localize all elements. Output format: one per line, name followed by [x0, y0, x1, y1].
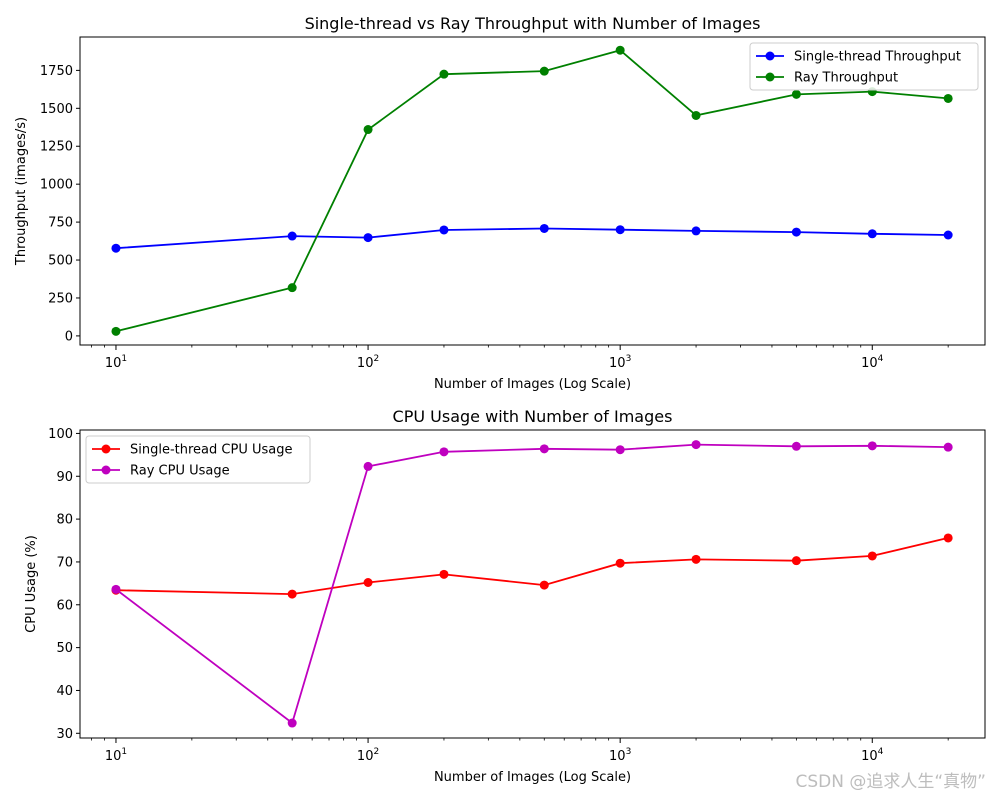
y-tick-label: 100 — [48, 427, 73, 442]
x-axis-label: Number of Images (Log Scale) — [434, 770, 631, 785]
data-point — [439, 447, 449, 457]
x-tick-label: 104 — [861, 354, 884, 371]
legend-box — [85, 435, 311, 484]
watermark: CSDN @追求人生“真物” — [795, 772, 987, 792]
legend-box — [749, 42, 979, 91]
throughput-chart: Single-thread vs Ray Throughput with Num… — [14, 14, 986, 392]
data-point — [439, 225, 449, 235]
data-point — [111, 584, 121, 594]
legend-label: Ray CPU Usage — [130, 464, 230, 479]
y-tick-label: 1000 — [40, 178, 73, 193]
data-point — [691, 226, 701, 236]
legend-marker — [765, 51, 775, 61]
series-line — [115, 227, 949, 250]
data-point — [943, 93, 953, 103]
x-tick-label: 102 — [357, 747, 379, 764]
y-tick-label: 70 — [56, 555, 73, 570]
series-line — [115, 537, 949, 596]
data-point — [943, 230, 953, 240]
legend-marker — [765, 72, 775, 82]
x-tick-label: 101 — [105, 354, 127, 371]
legend-marker — [101, 465, 111, 475]
x-axis-label: Number of Images (Log Scale) — [434, 377, 631, 392]
y-tick-label: 250 — [48, 291, 73, 306]
data-point — [111, 243, 121, 253]
y-tick-label: 60 — [56, 598, 73, 613]
data-point — [943, 442, 953, 452]
y-tick-label: 80 — [56, 513, 73, 528]
data-point — [867, 229, 877, 239]
data-point — [615, 445, 625, 455]
data-point — [439, 569, 449, 579]
x-tick-label: 102 — [357, 354, 379, 371]
x-tick-label: 104 — [861, 747, 884, 764]
legend-label: Single-thread Throughput — [794, 50, 961, 65]
data-point — [615, 45, 625, 55]
data-point — [439, 69, 449, 79]
data-point — [363, 233, 373, 243]
data-point — [363, 461, 373, 471]
data-point — [615, 225, 625, 235]
data-point — [867, 441, 877, 451]
y-tick-label: 1250 — [40, 140, 73, 155]
y-tick-label: 30 — [56, 727, 73, 742]
legend-label: Single-thread CPU Usage — [130, 443, 292, 458]
data-point — [867, 551, 877, 561]
chart-title: CPU Usage with Number of Images — [393, 407, 673, 426]
data-point — [287, 231, 297, 241]
y-tick-label: 0 — [65, 329, 73, 344]
data-point — [691, 110, 701, 120]
data-point — [287, 718, 297, 728]
y-tick-label: 1750 — [40, 64, 73, 79]
data-point — [791, 441, 801, 451]
y-tick-label: 750 — [48, 216, 73, 231]
data-point — [943, 533, 953, 543]
legend-marker — [101, 444, 111, 454]
data-point — [111, 326, 121, 336]
data-point — [791, 89, 801, 99]
x-tick-label: 101 — [105, 747, 127, 764]
data-point — [691, 554, 701, 564]
y-tick-label: 90 — [56, 470, 73, 485]
chart-title: Single-thread vs Ray Throughput with Num… — [305, 14, 761, 33]
data-point — [691, 440, 701, 450]
y-tick-label: 500 — [48, 254, 73, 269]
data-point — [791, 227, 801, 237]
y-axis-label: CPU Usage (%) — [24, 535, 39, 633]
y-axis-label: Throughput (images/s) — [14, 117, 29, 266]
x-tick-label: 103 — [609, 354, 631, 371]
y-tick-label: 1500 — [40, 102, 73, 117]
data-point — [615, 558, 625, 568]
y-tick-label: 40 — [56, 684, 73, 699]
data-point — [791, 556, 801, 566]
data-point — [287, 283, 297, 293]
data-point — [539, 223, 549, 233]
data-point — [539, 66, 549, 76]
plot-frame — [79, 429, 986, 739]
x-tick-label: 103 — [609, 747, 631, 764]
series-line — [115, 49, 949, 333]
plot-frame — [79, 36, 986, 346]
data-point — [363, 578, 373, 588]
data-point — [539, 444, 549, 454]
cpu-usage-chart: CPU Usage with Number of Images 30 40 50 60 7… — [24, 407, 986, 785]
legend-label: Ray Throughput — [794, 71, 898, 86]
data-point — [287, 589, 297, 599]
y-tick-label: 50 — [56, 641, 73, 656]
series-line — [115, 443, 949, 725]
data-point — [363, 125, 373, 135]
data-point — [539, 580, 549, 590]
